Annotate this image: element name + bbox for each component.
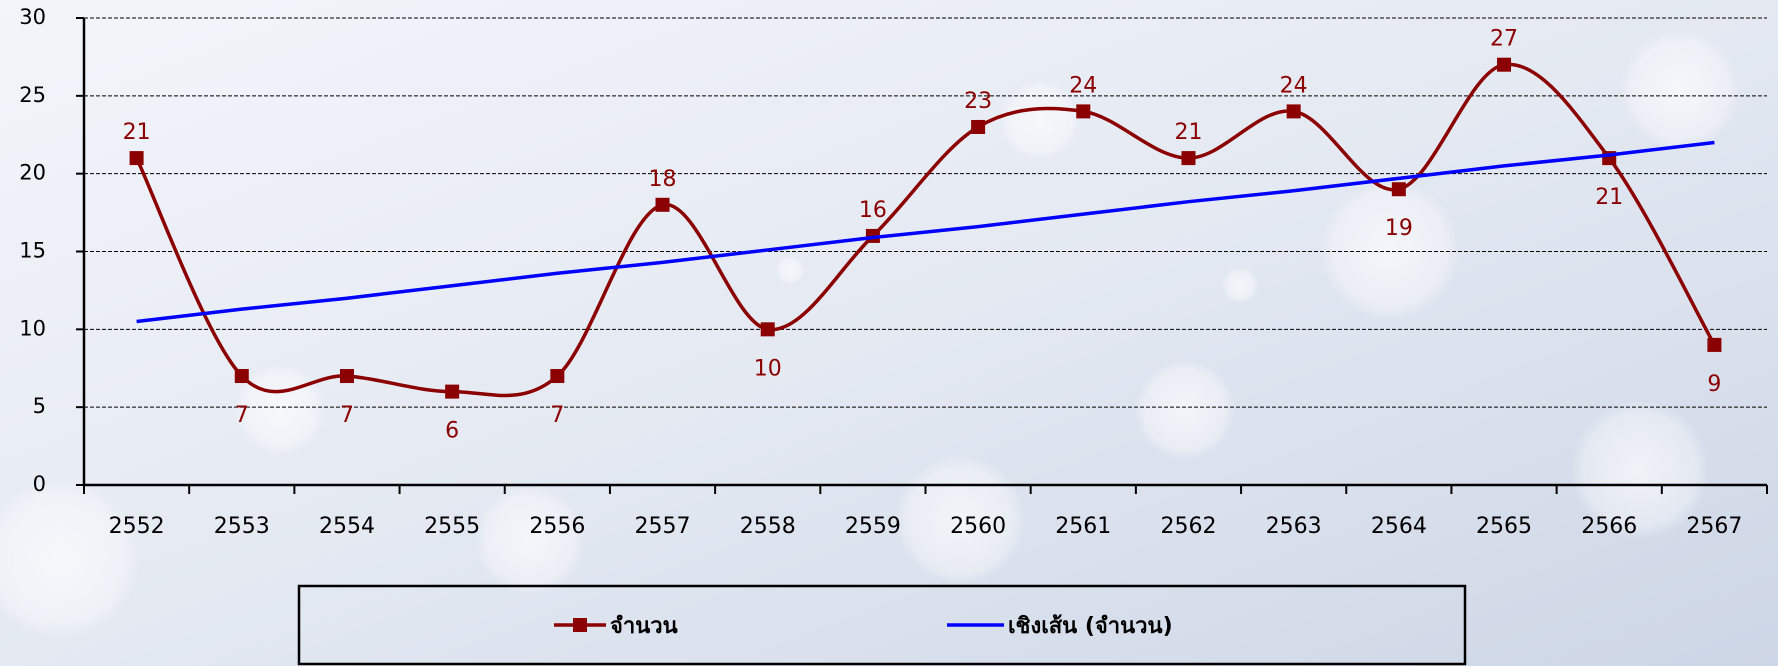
legend-label: เชิงเส้น (จำนวน)	[1008, 614, 1173, 639]
y-tick-label: 5	[33, 394, 46, 418]
marker	[971, 119, 986, 134]
legend-marker	[573, 618, 587, 632]
data-label: 21	[123, 120, 151, 145]
legend-label: จำนวน	[610, 614, 678, 639]
y-tick-label: 0	[33, 472, 46, 496]
data-label: 24	[1069, 73, 1097, 98]
data-label: 23	[964, 89, 992, 114]
trend-line	[136, 140, 1715, 324]
data-label: 16	[859, 198, 887, 223]
marker	[760, 322, 775, 337]
data-label: 19	[1385, 216, 1413, 241]
x-tick-label: 2567	[1686, 514, 1742, 539]
y-tick-label: 15	[19, 239, 46, 263]
x-tick-label: 2562	[1160, 514, 1216, 539]
marker	[1497, 57, 1512, 72]
marker	[339, 369, 354, 384]
y-tick-label: 10	[19, 316, 46, 340]
x-tick-label: 2557	[635, 514, 691, 539]
data-label: 7	[550, 403, 564, 428]
x-tick-label: 2552	[109, 514, 165, 539]
marker	[1286, 104, 1301, 119]
data-label: 18	[649, 167, 677, 192]
marker	[1076, 104, 1091, 119]
y-tick-label: 20	[19, 161, 46, 185]
marker	[1391, 182, 1406, 197]
marker	[1707, 337, 1722, 352]
legend-box	[297, 584, 1467, 666]
x-tick-label: 2561	[1055, 514, 1111, 539]
marker	[445, 384, 460, 399]
x-tick-label: 2554	[319, 514, 375, 539]
x-tick-label: 2560	[950, 514, 1006, 539]
marker	[129, 151, 144, 166]
marker	[1181, 151, 1196, 166]
data-label: 7	[340, 403, 354, 428]
x-tick-label: 2558	[740, 514, 796, 539]
data-label: 9	[1707, 372, 1721, 397]
x-tick-label: 2566	[1581, 514, 1637, 539]
x-tick-label: 2565	[1476, 514, 1532, 539]
x-tick-label: 2564	[1371, 514, 1427, 539]
data-label: 24	[1280, 73, 1308, 98]
y-tick-label: 25	[19, 83, 46, 107]
marker	[234, 369, 249, 384]
data-label: 6	[445, 419, 459, 444]
data-label: 10	[754, 356, 782, 381]
x-tick-label: 2555	[424, 514, 480, 539]
bokeh	[0, 30, 1740, 640]
data-label: 21	[1174, 120, 1202, 145]
y-tick-label: 30	[19, 5, 46, 29]
marker	[550, 369, 565, 384]
x-tick-label: 2556	[529, 514, 585, 539]
x-tick-label: 2563	[1266, 514, 1322, 539]
data-label: 27	[1490, 27, 1518, 52]
marker	[655, 197, 670, 212]
x-tick-label: 2559	[845, 514, 901, 539]
x-tick-label: 2553	[214, 514, 270, 539]
data-line	[135, 62, 1716, 398]
data-label: 21	[1595, 185, 1623, 210]
data-label: 7	[235, 403, 249, 428]
